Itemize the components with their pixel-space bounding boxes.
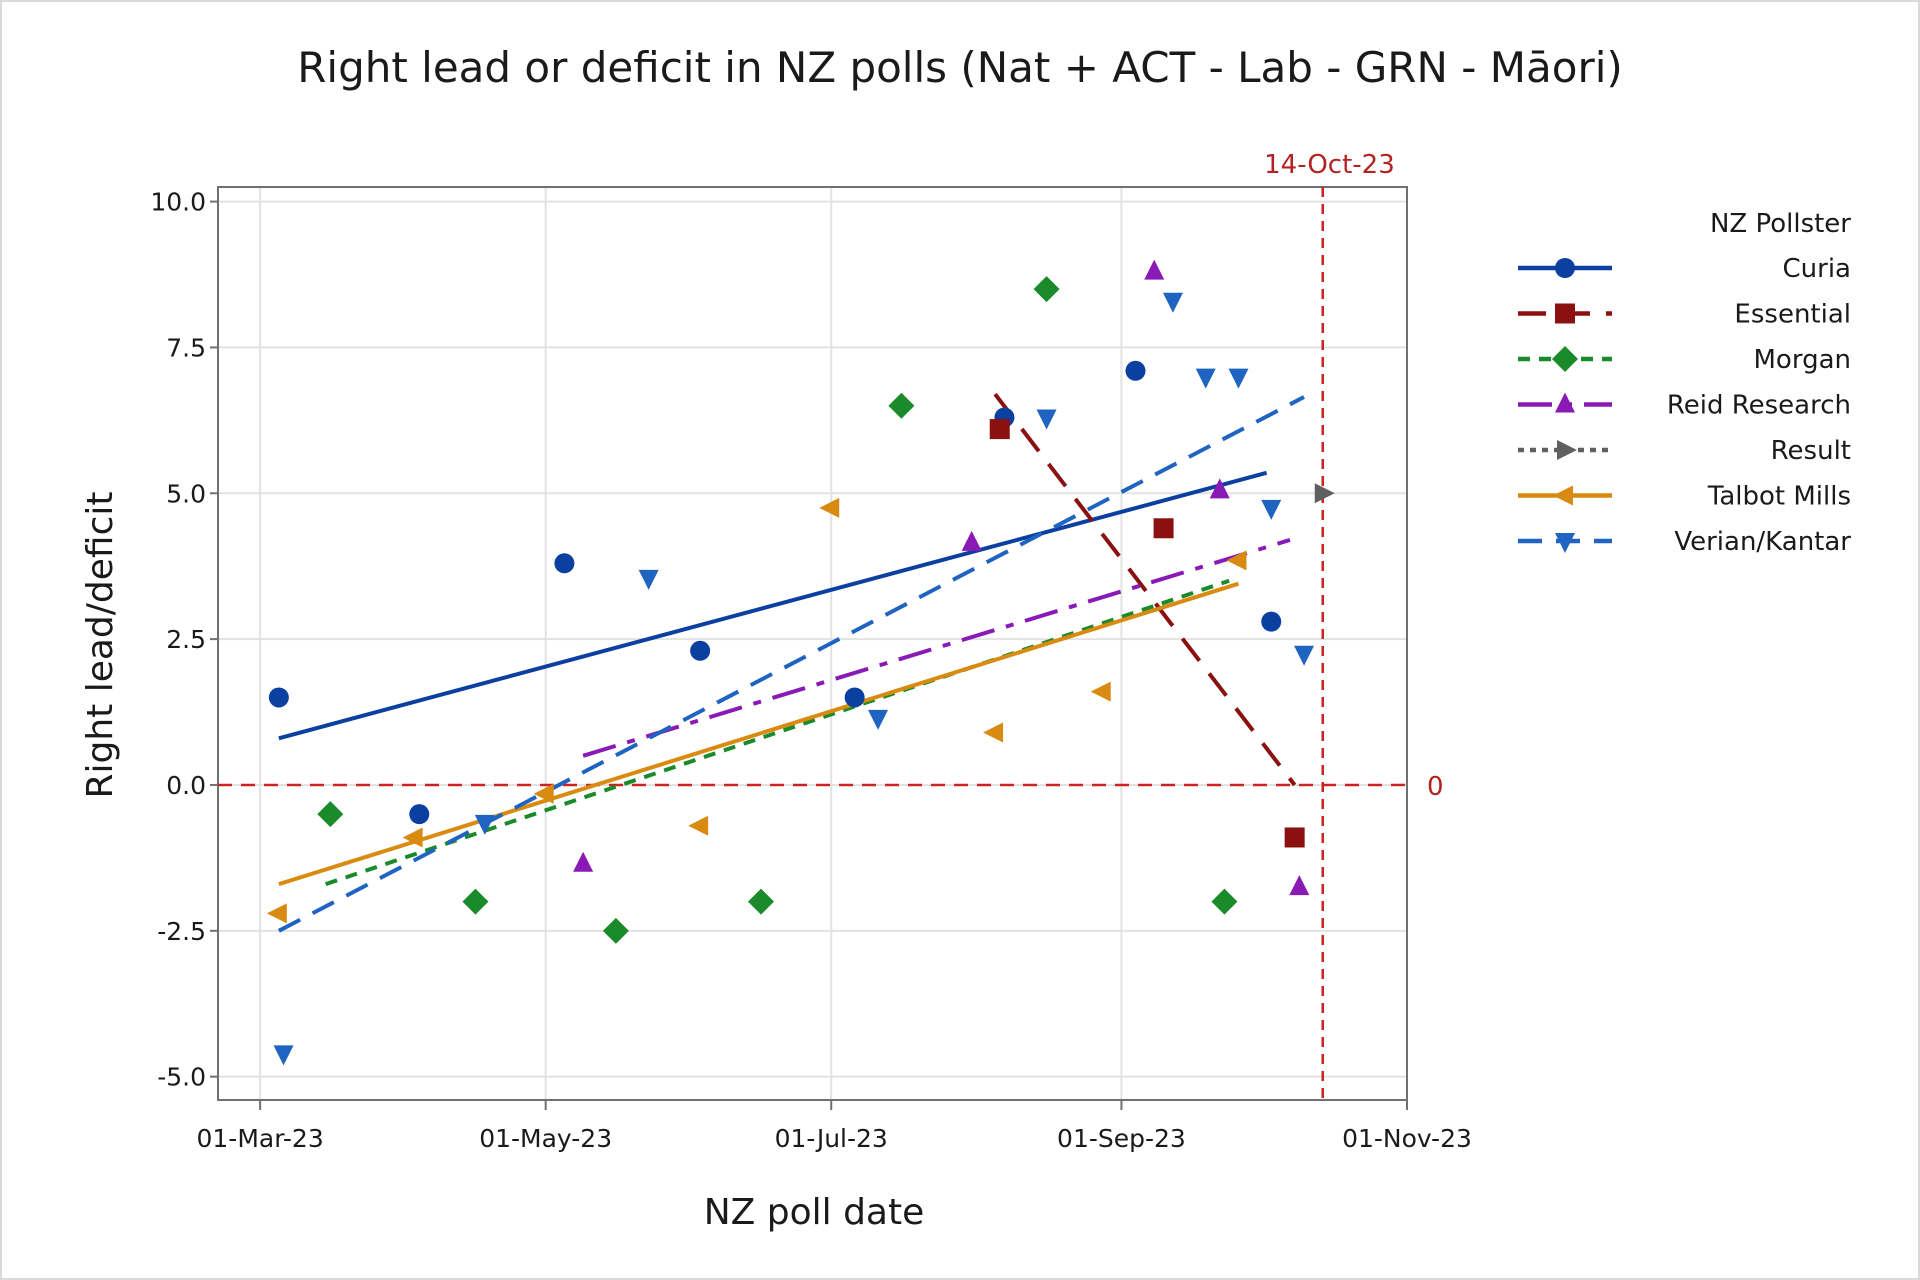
legend-marker-verian-kantar <box>1555 533 1575 553</box>
point-morgan <box>888 392 915 419</box>
point-talbot-mills <box>688 815 709 836</box>
point-verian-kantar <box>273 1045 294 1066</box>
point-curia <box>1125 360 1146 381</box>
legend-label-morgan: Morgan <box>1754 345 1852 375</box>
point-curia <box>409 804 430 825</box>
point-talbot-mills <box>983 722 1004 743</box>
x-axis: 01-Mar-23 01-May-23 01-Jul-23 01-Sep-23 01-N… <box>197 1100 1472 1153</box>
point-verian-kantar <box>868 709 889 730</box>
reference-label-date: 14-Oct-23 <box>1264 150 1395 180</box>
point-verian-kantar <box>1294 645 1315 666</box>
y-tick-label: -5.0 <box>157 1063 206 1092</box>
point-essential <box>1284 827 1305 848</box>
y-axis-label: Right lead/deficit <box>80 491 121 798</box>
legend-marker-essential <box>1555 303 1575 324</box>
plot-area <box>217 186 1408 1101</box>
point-morgan <box>748 888 775 915</box>
point-curia <box>268 687 289 708</box>
point-talbot-mills <box>819 497 840 518</box>
x-tick-label: 01-Mar-23 <box>197 1124 324 1153</box>
trend-lines <box>277 392 1305 933</box>
point-reid-research <box>1289 875 1310 896</box>
y-tick-label: 2.5 <box>166 625 206 654</box>
trend-line-essential <box>993 392 1297 787</box>
legend-label-reid-research: Reid Research <box>1667 391 1851 421</box>
y-tick-label: -2.5 <box>157 917 206 946</box>
point-verian-kantar <box>638 569 659 590</box>
x-tick-label: 01-Jul-23 <box>775 1124 888 1153</box>
data-points <box>266 259 1335 1066</box>
point-talbot-mills <box>533 783 554 804</box>
point-reid-research <box>1209 478 1230 499</box>
point-essential <box>1153 518 1174 539</box>
y-tick-label: 5.0 <box>166 479 206 508</box>
point-curia <box>844 687 865 708</box>
point-curia <box>690 640 711 661</box>
legend-marker-reid-research <box>1555 392 1575 413</box>
point-curia <box>554 553 575 574</box>
legend: NZ Pollster Curia Essential Morgan Reid Res… <box>1518 209 1851 557</box>
reference-label-zero: 0 <box>1427 772 1444 802</box>
point-verian-kantar <box>1228 368 1249 389</box>
point-talbot-mills <box>402 827 423 848</box>
point-morgan <box>1211 888 1238 915</box>
y-axis: -5.0 -2.5 0.0 2.5 5.0 7.5 10.0 <box>150 188 218 1092</box>
point-reid-research <box>961 530 982 551</box>
point-verian-kantar <box>1261 499 1282 520</box>
point-verian-kantar <box>474 814 495 835</box>
point-morgan <box>317 801 344 828</box>
legend-label-result: Result <box>1771 436 1851 466</box>
legend-marker-result <box>1557 440 1577 460</box>
trend-line-talbot-mills <box>278 581 1240 887</box>
y-tick-label: 7.5 <box>166 333 206 362</box>
point-morgan <box>602 917 629 944</box>
point-morgan <box>1033 276 1060 303</box>
point-verian-kantar <box>1195 368 1216 389</box>
reference-lines: 14-Oct-23 0 <box>218 150 1444 1100</box>
point-talbot-mills <box>1090 681 1111 702</box>
legend-title: NZ Pollster <box>1710 209 1851 239</box>
legend-marker-curia <box>1555 258 1575 278</box>
point-talbot-mills <box>1226 550 1247 571</box>
point-verian-kantar <box>1162 292 1183 313</box>
point-curia <box>1261 611 1282 632</box>
chart-title: Right lead or deficit in NZ polls (Nat +… <box>297 43 1623 92</box>
point-verian-kantar <box>1036 409 1057 430</box>
legend-label-curia: Curia <box>1783 254 1851 284</box>
trend-line-verian-kantar <box>277 395 1305 933</box>
trend-line-curia <box>278 470 1268 741</box>
gridlines <box>218 187 1408 1100</box>
trend-line-reid-research <box>582 538 1291 758</box>
legend-label-talbot-mills: Talbot Mills <box>1707 482 1851 512</box>
legend-marker-morgan <box>1552 346 1578 372</box>
point-result <box>1314 483 1335 504</box>
point-morgan <box>462 888 489 915</box>
point-talbot-mills <box>266 903 287 924</box>
point-essential <box>989 419 1010 440</box>
point-reid-research <box>573 851 594 872</box>
legend-label-verian-kantar: Verian/Kantar <box>1674 527 1851 557</box>
x-tick-label: 01-May-23 <box>479 1124 612 1153</box>
x-tick-label: 01-Nov-23 <box>1342 1124 1472 1153</box>
legend-label-essential: Essential <box>1734 300 1851 330</box>
y-tick-label: 10.0 <box>150 188 206 217</box>
y-tick-label: 0.0 <box>166 771 206 800</box>
x-axis-label: NZ poll date <box>704 1192 925 1233</box>
x-tick-label: 01-Sep-23 <box>1057 1124 1186 1153</box>
point-reid-research <box>1144 259 1165 280</box>
legend-marker-talbot-mills <box>1553 485 1573 506</box>
trend-line-morgan <box>325 578 1230 887</box>
